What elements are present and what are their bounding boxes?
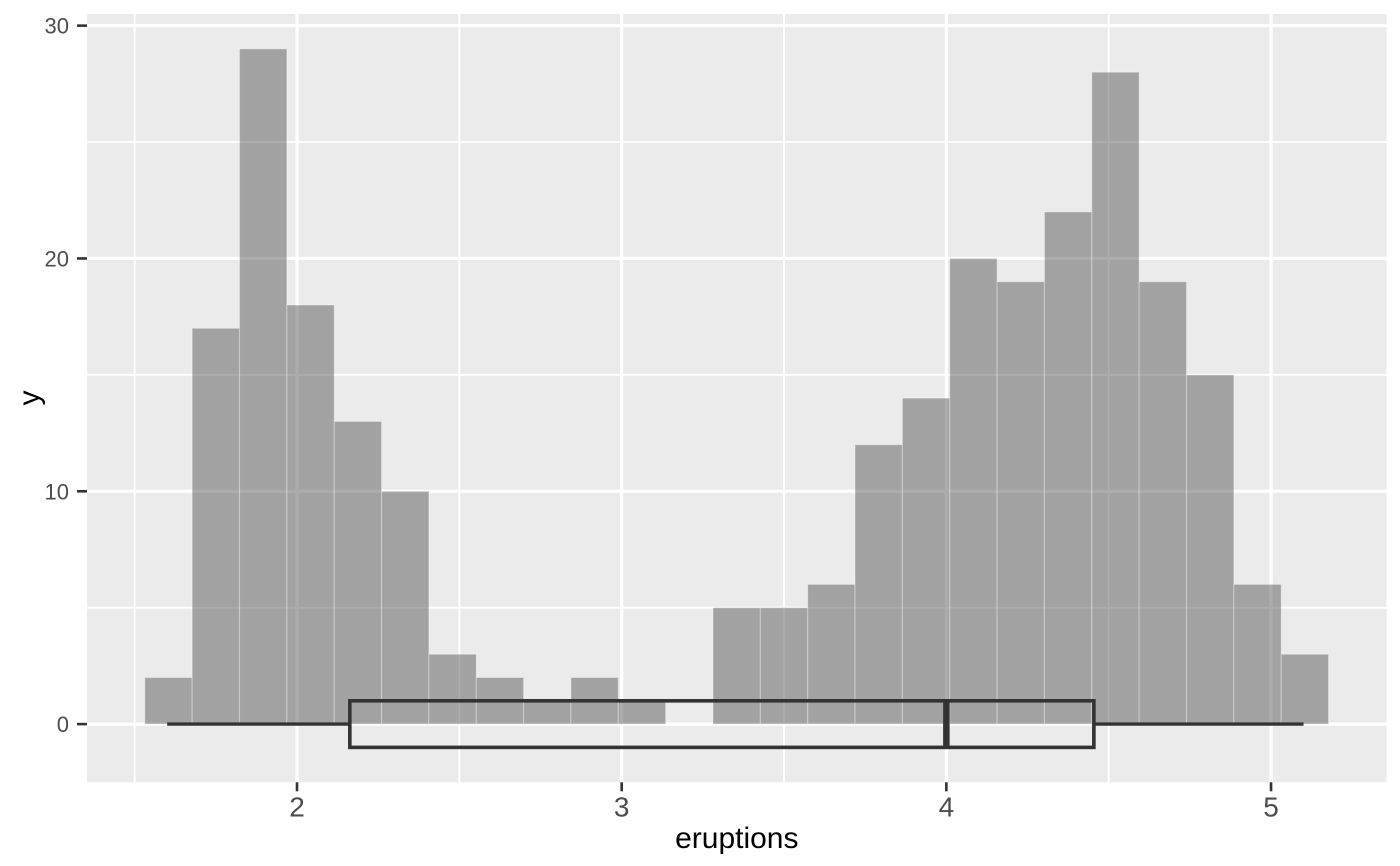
histogram-bar xyxy=(191,327,241,725)
histogram-bar xyxy=(286,304,335,725)
histogram-bar xyxy=(523,700,572,725)
x-axis-tick-label: 5 xyxy=(1263,791,1279,822)
histogram-bar xyxy=(428,653,477,725)
x-axis-tick-label: 4 xyxy=(939,791,955,822)
histogram-bar xyxy=(949,257,998,725)
histogram-bar xyxy=(1138,281,1188,725)
histogram-bar xyxy=(333,420,383,725)
histogram-bar xyxy=(238,48,288,725)
histogram-bar xyxy=(144,676,193,725)
y-axis-tick-label: 20 xyxy=(45,246,69,271)
histogram-bar xyxy=(381,490,430,725)
y-axis-title: y xyxy=(13,391,46,406)
histogram-bar xyxy=(854,444,903,725)
axis-tick-marks xyxy=(77,24,1273,792)
x-axis-tick-label: 2 xyxy=(289,791,305,822)
histogram-bar xyxy=(1043,211,1093,725)
histogram-bar xyxy=(759,607,809,725)
histogram-bar xyxy=(1185,374,1235,725)
axis-tick-labels: 2 3 4 5 0 10 20 30 xyxy=(45,14,1279,823)
histogram-bar xyxy=(901,397,951,725)
y-axis-tick-label: 30 xyxy=(45,14,69,39)
histogram-bar xyxy=(1233,583,1282,725)
x-axis-title: eruptions xyxy=(675,822,798,855)
boxplot-box xyxy=(348,699,1096,750)
histogram-bar xyxy=(1091,71,1140,725)
y-axis-tick-label: 0 xyxy=(57,712,69,737)
histogram-bar xyxy=(996,281,1045,725)
histogram-bar xyxy=(807,583,856,725)
histogram-bar xyxy=(1280,653,1330,725)
boxplot xyxy=(167,699,1304,750)
histogram-bar xyxy=(617,700,667,725)
histogram-bar xyxy=(712,607,761,725)
y-axis-tick-label: 10 xyxy=(45,479,69,504)
x-axis-tick-label: 3 xyxy=(614,791,630,822)
